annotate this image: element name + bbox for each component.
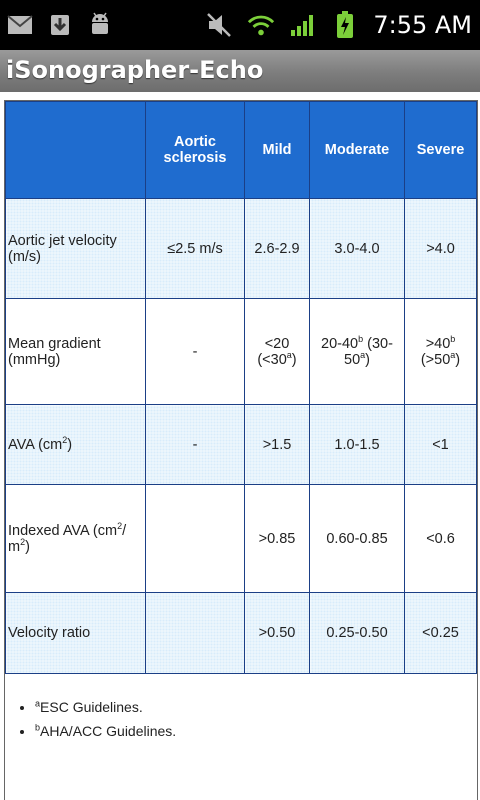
status-bar: 7:55 AM <box>0 0 480 50</box>
cell-moderate: 1.0-1.5 <box>309 404 405 485</box>
app-title: iSonographer-Echo <box>6 56 264 84</box>
header-severe: Severe <box>404 101 477 199</box>
row-label: Velocity ratio <box>5 592 146 674</box>
row-label: Aortic jet velocity (m/s) <box>5 198 146 299</box>
header-aortic-sclerosis: Aortic sclerosis <box>145 101 245 199</box>
header-cell-empty <box>5 101 146 199</box>
table-row: Velocity ratio >0.50 0.25-0.50 <0.25 <box>5 592 477 674</box>
app-title-bar: iSonographer-Echo <box>0 50 480 92</box>
cell-moderate: 3.0-4.0 <box>309 198 405 299</box>
content-area[interactable]: Aortic sclerosis Mild Moderate Severe Ao… <box>0 92 480 800</box>
cell-moderate: 0.60-0.85 <box>309 484 405 593</box>
mute-icon <box>205 11 233 39</box>
cell-mild: <20 (<30a) <box>244 298 310 405</box>
mail-icon <box>6 11 34 39</box>
cell-severe: <0.6 <box>404 484 477 593</box>
table-row: Aortic jet velocity (m/s) ≤2.5 m/s 2.6-2… <box>5 198 477 299</box>
cell-aortic-sclerosis: ≤2.5 m/s <box>145 198 245 299</box>
table-row: AVA (cm2) - >1.5 1.0-1.5 <1 <box>5 404 477 485</box>
cell-moderate: 20-40b (30-50a) <box>309 298 405 405</box>
cell-severe: <0.25 <box>404 592 477 674</box>
cell-mild: 2.6-2.9 <box>244 198 310 299</box>
cell-mild: >0.85 <box>244 484 310 593</box>
status-clock: 7:55 AM <box>373 11 472 39</box>
table-panel: Aortic sclerosis Mild Moderate Severe Ao… <box>4 100 478 800</box>
table-row: Indexed AVA (cm2/ m2) >0.85 0.60-0.85 <0… <box>5 484 477 593</box>
footnote-item: aESC Guidelines. <box>35 699 176 715</box>
battery-charging-icon <box>331 11 359 39</box>
aortic-stenosis-table: Aortic sclerosis Mild Moderate Severe Ao… <box>5 101 477 674</box>
cell-aortic-sclerosis <box>145 484 245 593</box>
android-debug-icon <box>86 11 114 39</box>
row-label: Indexed AVA (cm2/ m2) <box>5 484 146 593</box>
footnote-item: bAHA/ACC Guidelines. <box>35 723 176 739</box>
header-row: Aortic sclerosis Mild Moderate Severe <box>5 101 477 199</box>
cell-aortic-sclerosis: - <box>145 298 245 405</box>
cell-severe: <1 <box>404 404 477 485</box>
wifi-icon <box>247 11 275 39</box>
signal-icon <box>289 11 317 39</box>
cell-severe: >40b (>50a) <box>404 298 477 405</box>
header-mild: Mild <box>244 101 310 199</box>
table-row: Mean gradient (mmHg) - <20 (<30a) 20-40b… <box>5 298 477 405</box>
cell-mild: >0.50 <box>244 592 310 674</box>
cell-moderate: 0.25-0.50 <box>309 592 405 674</box>
cell-mild: >1.5 <box>244 404 310 485</box>
header-moderate: Moderate <box>309 101 405 199</box>
download-icon <box>46 11 74 39</box>
row-label: Mean gradient (mmHg) <box>5 298 146 405</box>
cell-aortic-sclerosis <box>145 592 245 674</box>
cell-aortic-sclerosis: - <box>145 404 245 485</box>
row-label: AVA (cm2) <box>5 404 146 485</box>
cell-severe: >4.0 <box>404 198 477 299</box>
footnotes: aESC Guidelines. bAHA/ACC Guidelines. <box>17 697 176 747</box>
